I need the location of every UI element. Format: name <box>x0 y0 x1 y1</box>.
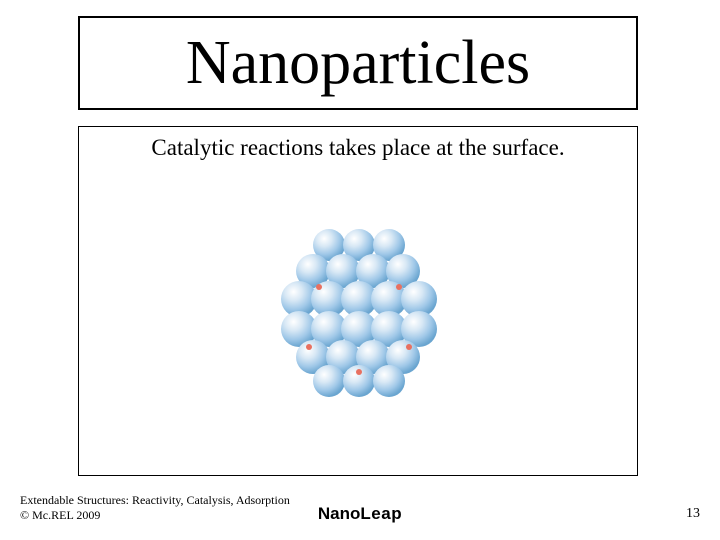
footer-brand: NanoLeap <box>0 504 720 524</box>
brand-leap: Leap <box>360 504 402 523</box>
page-number: 13 <box>686 506 700 522</box>
brand-nano: Nano <box>318 504 361 523</box>
nanoparticle-illustration <box>269 217 449 397</box>
content-box: Catalytic reactions takes place at the s… <box>78 126 638 476</box>
nanoparticle-svg <box>269 217 449 397</box>
page-title: Nanoparticles <box>186 32 530 94</box>
subtitle-text: Catalytic reactions takes place at the s… <box>79 135 637 161</box>
title-box: Nanoparticles <box>78 16 638 110</box>
